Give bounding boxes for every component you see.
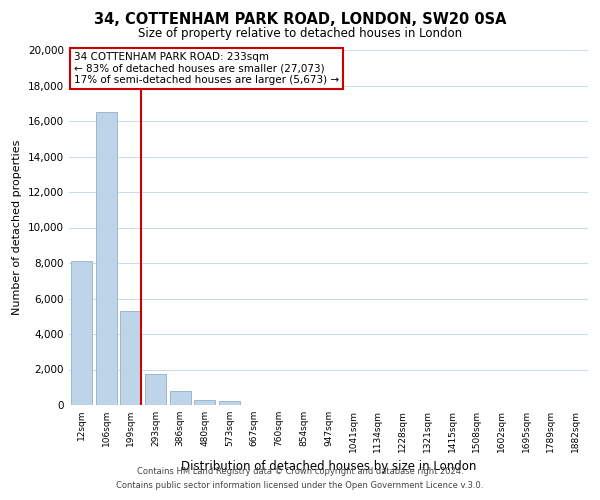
Bar (145, 374, 166, 405)
Text: Size of property relative to detached houses in London: Size of property relative to detached ho… (138, 28, 462, 40)
X-axis label: Distribution of detached houses by size in London: Distribution of detached houses by size … (181, 460, 476, 473)
Y-axis label: Number of detached properties: Number of detached properties (13, 140, 22, 315)
Text: Contains HM Land Registry data © Crown copyright and database right 2024.: Contains HM Land Registry data © Crown c… (137, 468, 463, 476)
Bar (219, 402, 240, 405)
Bar (71, 261, 92, 405)
Bar (120, 311, 141, 405)
Text: 34, COTTENHAM PARK ROAD, LONDON, SW20 0SA: 34, COTTENHAM PARK ROAD, LONDON, SW20 0S… (94, 12, 506, 28)
Text: Contains public sector information licensed under the Open Government Licence v.: Contains public sector information licen… (116, 481, 484, 490)
Bar (194, 400, 215, 405)
Bar (170, 391, 191, 405)
Bar (95, 112, 116, 405)
Text: 34 COTTENHAM PARK ROAD: 233sqm
← 83% of detached houses are smaller (27,073)
17%: 34 COTTENHAM PARK ROAD: 233sqm ← 83% of … (74, 52, 340, 85)
